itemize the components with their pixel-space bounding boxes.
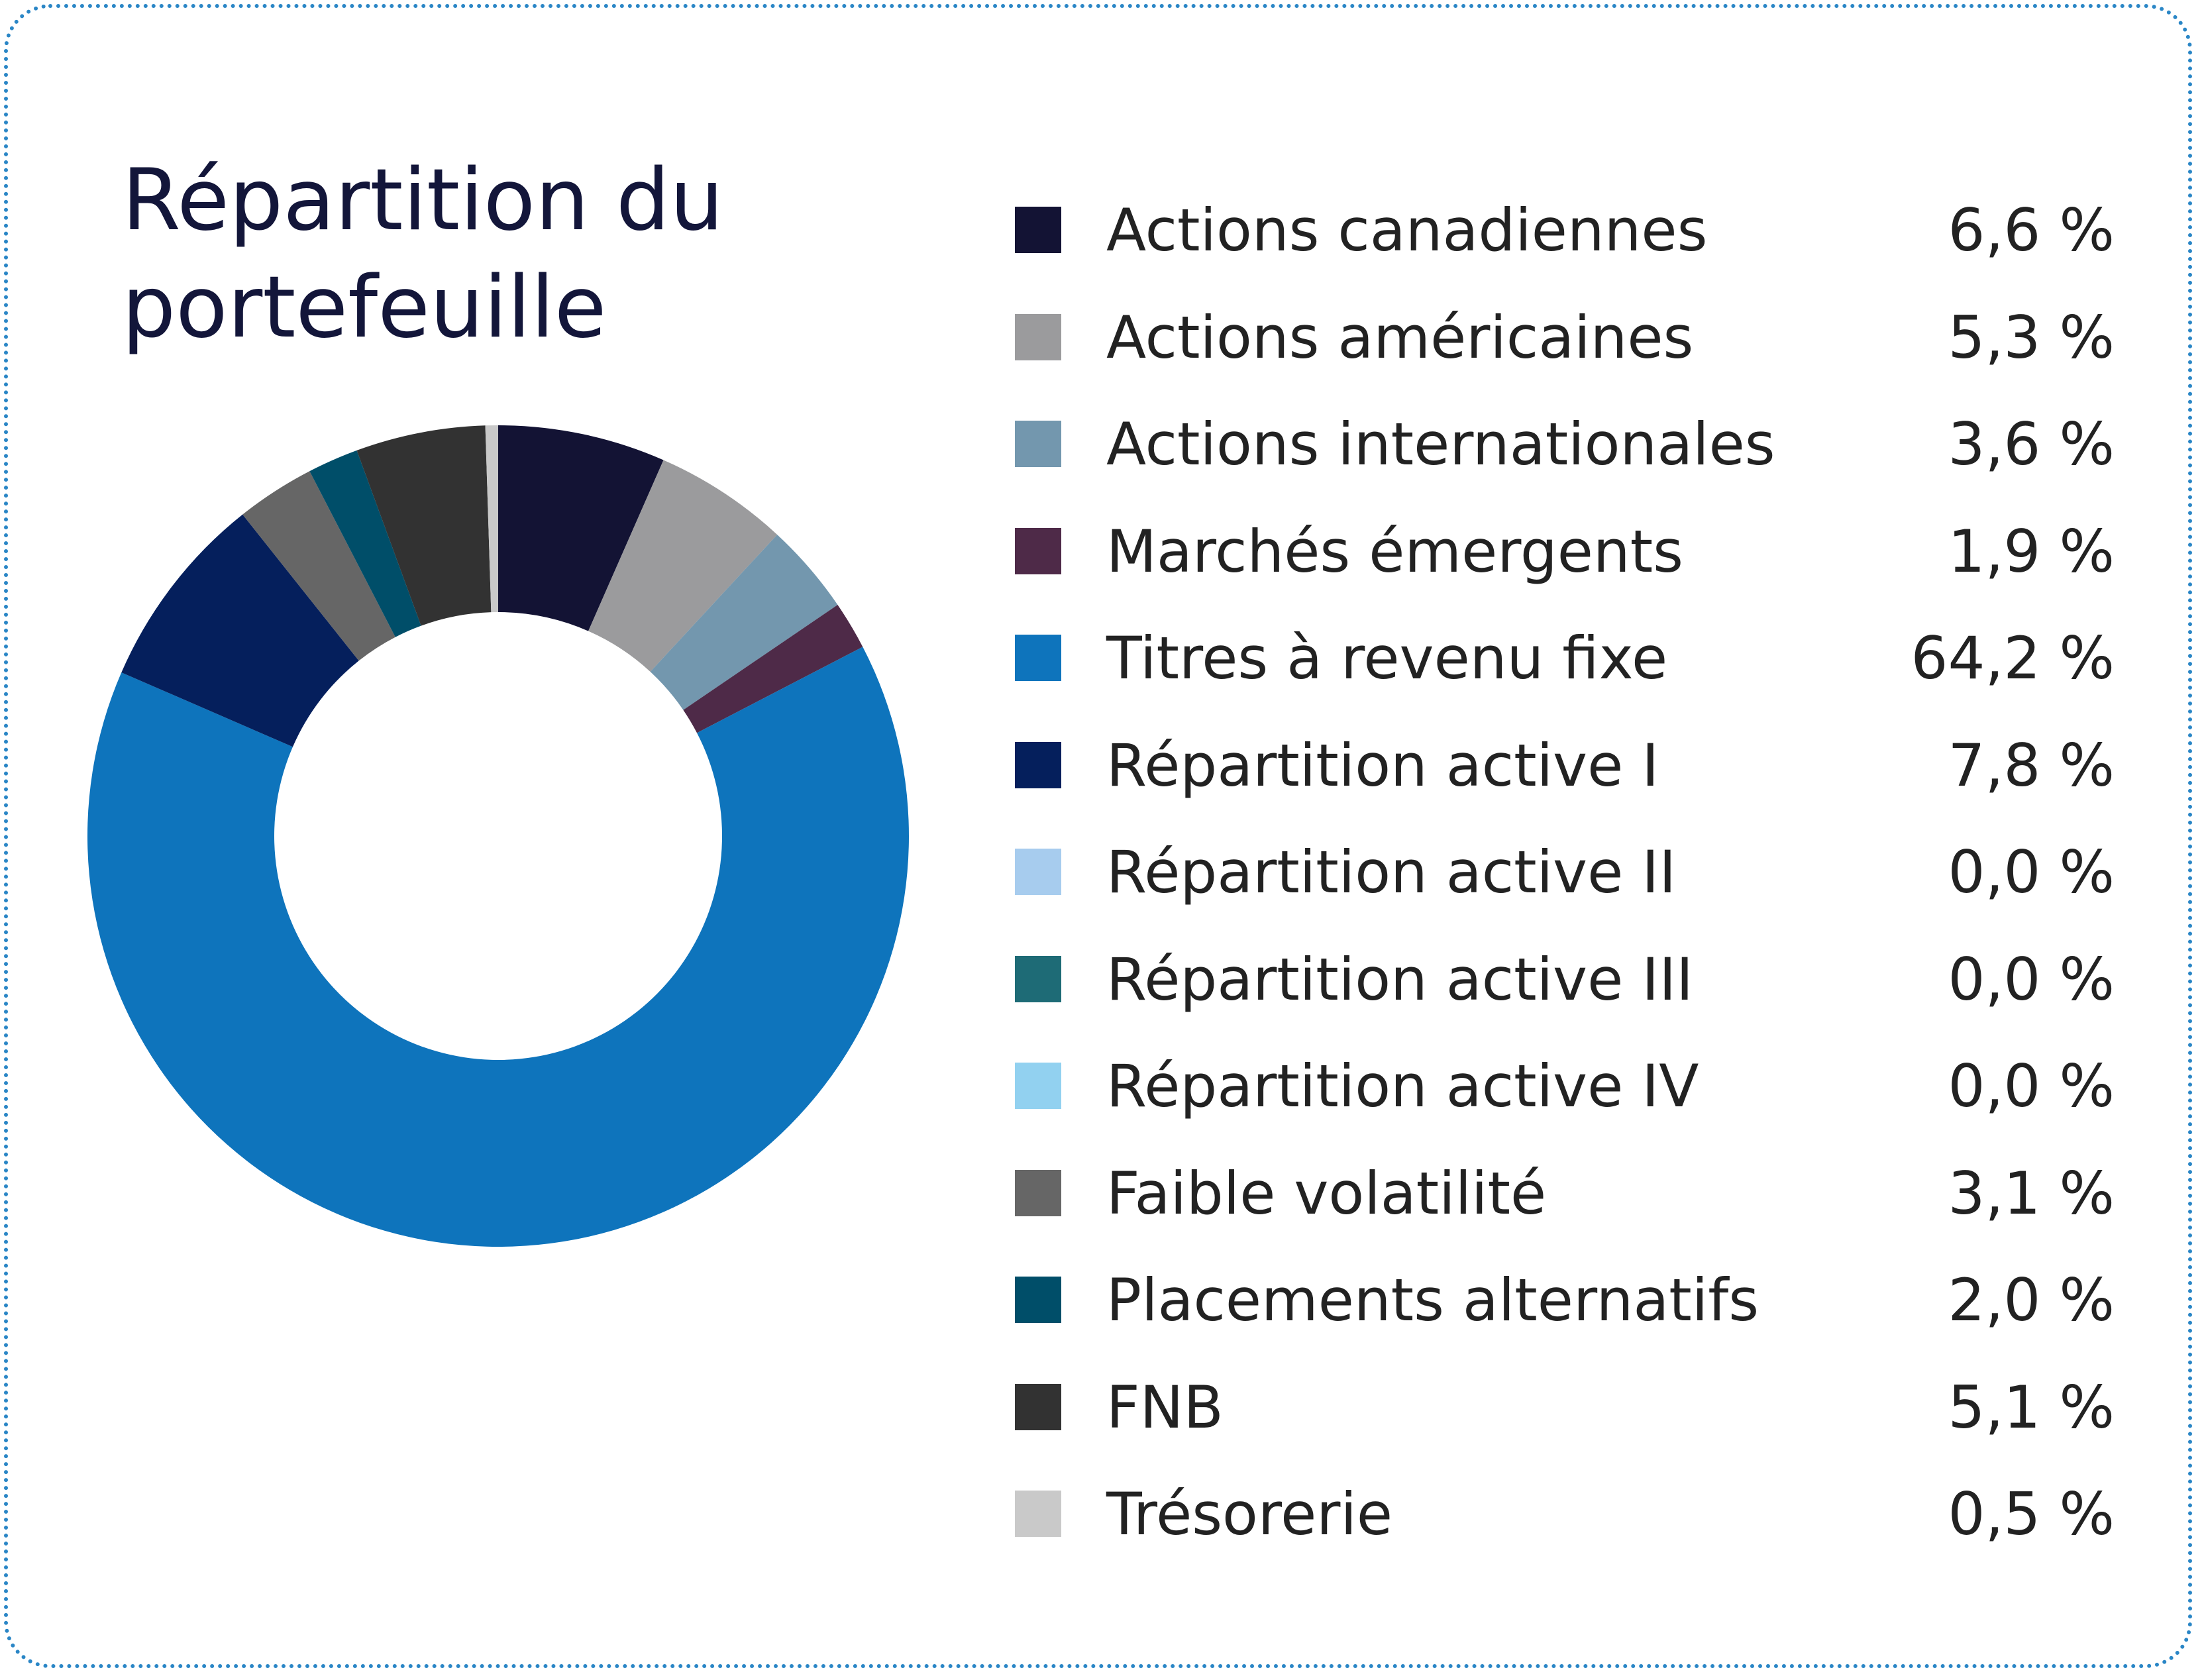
legend-swatch	[1015, 1383, 1061, 1430]
chart-title: Répartition du portefeuille	[122, 151, 724, 357]
legend-swatch	[1015, 1491, 1061, 1537]
donut-slice-9	[242, 471, 395, 661]
donut-slice-3	[683, 605, 863, 733]
legend-label: Actions américaines	[1106, 303, 1694, 372]
legend-item: Trésorerie 0,5 %	[1015, 1481, 2115, 1589]
legend-value: 1,9 %	[1948, 517, 2115, 586]
chart-legend: Actions canadiennes 6,6 % Actions américai…	[1015, 197, 2115, 1589]
legend-swatch	[1015, 635, 1061, 681]
legend-swatch	[1015, 207, 1061, 253]
legend-label: Marchés émergents	[1106, 517, 1683, 586]
legend-value: 6,6 %	[1948, 196, 2115, 264]
legend-value: 0,0 %	[1948, 945, 2115, 1014]
legend-item: Marchés émergents 1,9 %	[1015, 517, 2115, 626]
legend-label: Placements alternatifs	[1106, 1266, 1759, 1334]
legend-value: 3,6 %	[1948, 410, 2115, 478]
legend-value: 64,2 %	[1911, 624, 2115, 692]
donut-slice-5	[121, 514, 359, 747]
donut-slice-2	[650, 535, 838, 710]
legend-item: Actions américaines 5,3 %	[1015, 303, 2115, 412]
legend-item: FNB 5,1 %	[1015, 1373, 2115, 1482]
chart-card: Répartition du portefeuille Actions cana…	[4, 4, 2192, 1668]
donut-chart	[87, 425, 910, 1247]
legend-label: Répartition active II	[1106, 838, 1677, 906]
legend-label: Faible volatilité	[1106, 1159, 1547, 1228]
legend-value: 7,8 %	[1948, 731, 2115, 800]
legend-swatch	[1015, 741, 1061, 788]
donut-slice-1	[588, 460, 778, 672]
legend-value: 5,3 %	[1948, 303, 2115, 372]
legend-label: FNB	[1106, 1373, 1224, 1442]
legend-swatch	[1015, 313, 1061, 360]
legend-item: Répartition active III 0,0 %	[1015, 945, 2115, 1054]
legend-swatch	[1015, 1063, 1061, 1109]
legend-swatch	[1015, 421, 1061, 467]
legend-item: Actions canadiennes 6,6 %	[1015, 197, 2115, 305]
legend-item: Titres à revenu fixe 64,2 %	[1015, 625, 2115, 733]
legend-value: 0,0 %	[1948, 1052, 2115, 1120]
legend-value: 2,0 %	[1948, 1266, 2115, 1334]
legend-item: Répartition active I 7,8 %	[1015, 731, 2115, 840]
legend-value: 0,0 %	[1948, 838, 2115, 906]
legend-swatch	[1015, 849, 1061, 895]
donut-slice-11	[356, 425, 492, 626]
legend-label: Titres à revenu fixe	[1106, 624, 1668, 692]
legend-label: Actions internationales	[1106, 410, 1775, 478]
legend-swatch	[1015, 955, 1061, 1002]
legend-item: Faible volatilité 3,1 %	[1015, 1159, 2115, 1268]
legend-item: Actions internationales 3,6 %	[1015, 411, 2115, 519]
legend-swatch	[1015, 1169, 1061, 1216]
legend-item: Répartition active IV 0,0 %	[1015, 1053, 2115, 1161]
donut-slice-12	[485, 425, 498, 613]
legend-label: Actions canadiennes	[1106, 196, 1708, 264]
legend-label: Répartition active IV	[1106, 1052, 1699, 1120]
legend-item: Placements alternatifs 2,0 %	[1015, 1267, 2115, 1375]
donut-slice-0	[498, 425, 664, 631]
legend-item: Répartition active II 0,0 %	[1015, 839, 2115, 947]
legend-label: Trésorerie	[1106, 1480, 1393, 1548]
donut-slice-4	[87, 647, 910, 1247]
donut-slice-10	[309, 450, 421, 637]
legend-value: 0,5 %	[1948, 1480, 2115, 1548]
legend-value: 3,1 %	[1948, 1159, 2115, 1228]
legend-label: Répartition active III	[1106, 945, 1694, 1014]
legend-swatch	[1015, 527, 1061, 574]
legend-value: 5,1 %	[1948, 1373, 2115, 1442]
legend-label: Répartition active I	[1106, 731, 1659, 800]
legend-swatch	[1015, 1277, 1061, 1323]
